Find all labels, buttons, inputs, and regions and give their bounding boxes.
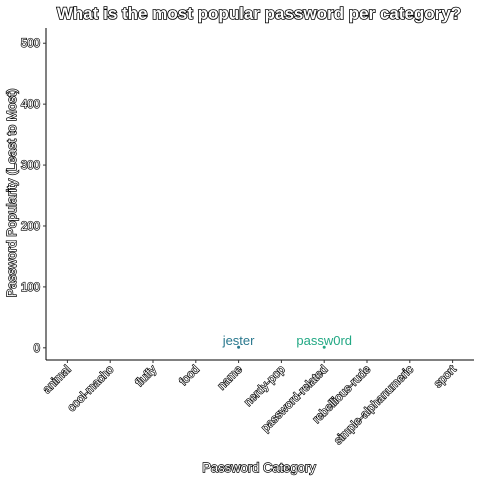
x-tick-label: nerdy-pop	[242, 364, 287, 409]
y-tick-label: 200	[21, 221, 40, 233]
data-point	[322, 345, 326, 349]
y-tick-label: 300	[21, 160, 40, 172]
y-tick-label: 0	[34, 343, 40, 355]
point-label: passw0rd	[296, 333, 352, 348]
data-points: jester passw0rd	[222, 333, 352, 349]
x-tick-label: cool-macho	[66, 364, 117, 415]
y-tick-label: 100	[21, 282, 40, 294]
x-tick-label: sport	[432, 363, 459, 390]
data-point	[237, 345, 241, 349]
x-tick-label: name	[216, 364, 245, 393]
x-tick-label: fluffy	[134, 363, 160, 389]
y-axis-title: Password Popularity (Least to Most)	[4, 89, 19, 298]
x-tick-label: simple-alphanumeric	[332, 363, 416, 447]
point-label: jester	[222, 333, 255, 348]
x-axis-title: Password Category	[202, 460, 316, 475]
y-tick-label: 400	[21, 99, 40, 111]
y-tick-label: 500	[21, 38, 40, 50]
chart-title: What is the most popular password per ca…	[57, 4, 461, 23]
x-tick-label: animal	[41, 364, 73, 396]
x-tick-label: food	[178, 364, 202, 388]
y-axis-ticks: 0 100 200 300 400 500	[20, 38, 46, 355]
